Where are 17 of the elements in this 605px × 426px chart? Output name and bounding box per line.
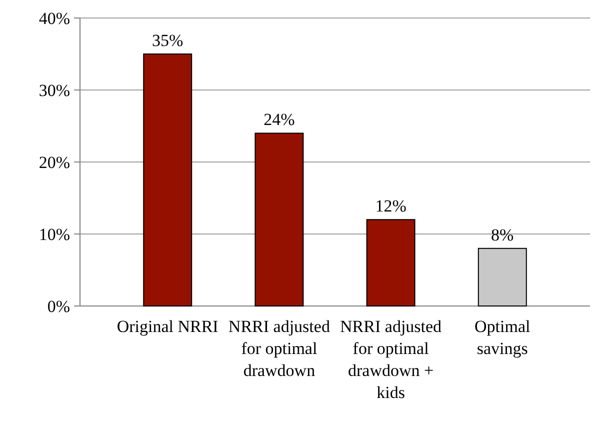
x-tick-label: NRRI adjusted for optimal drawdown [228,317,330,380]
y-tick-label: 30% [38,80,70,100]
y-tick-label: 20% [38,152,70,172]
y-tick-label: 40% [38,8,70,28]
y-tick-label: 10% [38,224,70,244]
x-tick-label: Original NRRI [116,317,219,336]
x-tick-label: Optimal savings [474,317,531,358]
bar [478,248,527,306]
data-label: 35% [152,31,184,50]
data-label: 12% [375,196,406,216]
x-tick-label: NRRI adjusted for optimal drawdown + kids [340,317,442,402]
bar [366,219,416,306]
data-label: 8% [491,225,514,244]
y-tick-label: 0% [47,296,70,316]
bar [254,132,304,306]
data-label: 24% [264,110,295,130]
bar [143,54,192,306]
